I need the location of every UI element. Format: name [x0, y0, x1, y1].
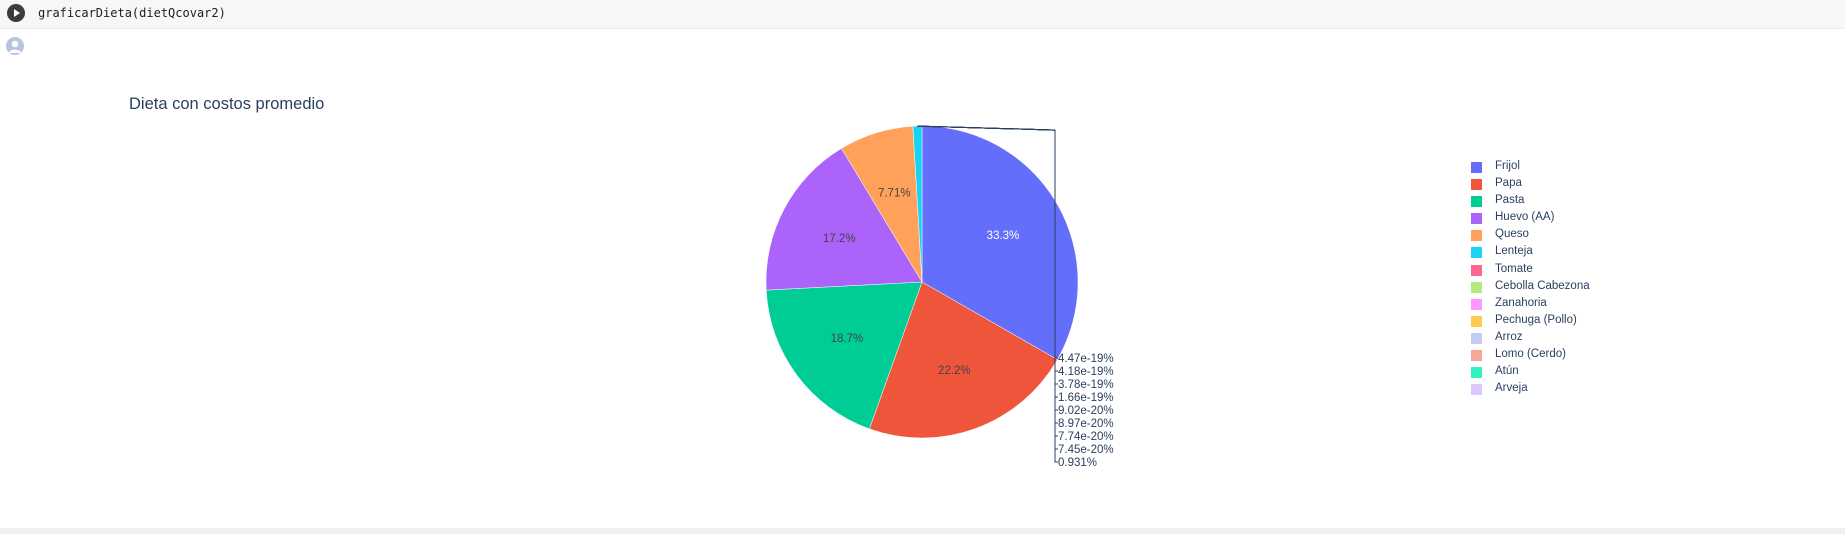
legend-swatch [1471, 332, 1482, 344]
legend-label: Atún [1495, 365, 1519, 378]
outside-label-3: 1.66e-19% [1058, 392, 1114, 404]
legend-label: Huevo (AA) [1495, 211, 1555, 224]
legend-swatch [1471, 230, 1482, 242]
code-cell-input[interactable]: graficarDieta(dietQcovar2) [0, 0, 1845, 29]
slice-label-2: 18.7% [831, 333, 864, 345]
outside-label-5: 8.97e-20% [1058, 418, 1114, 430]
legend-swatch [1471, 315, 1482, 327]
outside-label-2: 3.78e-19% [1058, 379, 1114, 391]
slice-label-0: 33.3% [987, 230, 1020, 242]
chart-title: Dieta con costos promedio [129, 95, 325, 113]
outside-label-8: 0.931% [1058, 457, 1097, 469]
legend-swatch [1471, 384, 1482, 396]
legend-label: Frijol [1495, 160, 1520, 172]
legend-label: Papa [1495, 177, 1522, 190]
play-icon [14, 9, 20, 17]
pie-chart: 33.3% 22.2% 18.7% 17.2% 7.71% 4.47e-19%4.18e-… [765, 125, 1114, 469]
slice-label-4: 7.71% [878, 188, 911, 200]
legend-label: Lenteja [1495, 245, 1533, 258]
outside-label-leader-8 [917, 125, 1058, 463]
legend-swatch [1471, 264, 1482, 276]
outside-label-4: 9.02e-20% [1058, 405, 1114, 417]
outside-label-7: 7.45e-20% [1058, 444, 1114, 456]
legend-swatch [1471, 350, 1482, 362]
legend-swatch [1471, 367, 1482, 379]
output-bottom-border [0, 528, 1845, 534]
legend-label: Queso [1495, 228, 1529, 241]
legend-label: Zanahoria [1495, 296, 1547, 309]
legend-label: Arroz [1495, 330, 1523, 343]
outside-label-1: 4.18e-19% [1058, 366, 1114, 378]
outside-label-6: 7.74e-20% [1058, 431, 1114, 443]
slice-label-1: 22.2% [938, 365, 971, 377]
legend-label: Pechuga (Pollo) [1495, 313, 1577, 326]
legend-label: Cebolla Cabezona [1495, 279, 1590, 292]
legend-label: Tomate [1495, 262, 1533, 275]
pie-slice-2[interactable] [765, 281, 923, 430]
legend-swatch [1471, 213, 1482, 225]
legend-swatch [1471, 298, 1482, 310]
legend-swatch [1471, 247, 1482, 259]
pie-slice-3[interactable] [765, 148, 923, 291]
pie-slice-0[interactable] [921, 125, 1079, 360]
legend-label: Arveja [1495, 382, 1528, 395]
cell-output: Dieta con costos promedio 33.3% 22.2% 18.7… [0, 28, 1845, 528]
legend-label: Lomo (Cerdo) [1495, 348, 1566, 361]
pie-slice-1[interactable] [869, 281, 1058, 439]
outside-label-0: 4.47e-19% [1058, 353, 1114, 365]
code-text[interactable]: graficarDieta(dietQcovar2) [38, 6, 226, 20]
slice-label-3: 17.2% [823, 233, 856, 245]
legend-swatch [1471, 281, 1482, 293]
legend-label: Pasta [1495, 194, 1525, 207]
legend-swatch [1471, 162, 1482, 173]
run-cell-button[interactable] [7, 4, 25, 22]
legend-swatch [1471, 179, 1482, 191]
legend-swatch [1471, 196, 1482, 208]
user-avatar-icon [6, 37, 24, 55]
